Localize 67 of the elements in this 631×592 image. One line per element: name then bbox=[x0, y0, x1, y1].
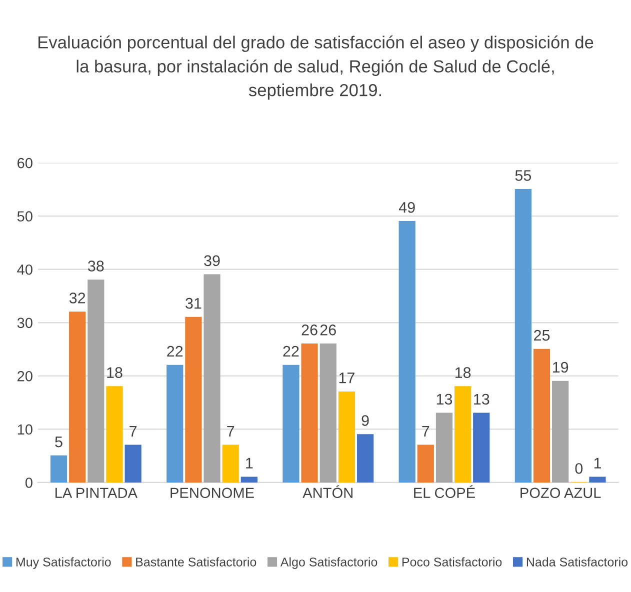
x-tick-label: ANTÓN bbox=[302, 485, 352, 498]
x-tick-label: LA PINTADA bbox=[56, 488, 138, 498]
data-label: 0 bbox=[575, 463, 583, 474]
bar bbox=[454, 386, 472, 482]
bar bbox=[50, 455, 68, 482]
data-label: 49 bbox=[398, 202, 415, 213]
y-tick-label: 0 bbox=[25, 478, 32, 488]
bar bbox=[301, 344, 318, 482]
bar bbox=[240, 476, 258, 482]
data-label: 26 bbox=[302, 324, 318, 336]
data-label: 1 bbox=[246, 458, 253, 468]
data-label: 39 bbox=[204, 255, 220, 266]
bar bbox=[204, 274, 220, 482]
bar bbox=[338, 391, 356, 482]
chart-title: Evaluación porcentual del grado de satisfacción el aseo y disposición de la basura, por instalación de salud, Región de Salud de Coclé, septiembre 2019. bbox=[38, 36, 594, 100]
data-label: 18 bbox=[107, 367, 122, 378]
data-label: 13 bbox=[436, 394, 452, 405]
bar bbox=[552, 380, 569, 482]
y-tick-label: 20 bbox=[18, 371, 32, 382]
bar bbox=[473, 412, 490, 482]
data-label: 31 bbox=[186, 298, 202, 309]
legend-label: Bastante Satisfactorio bbox=[136, 557, 256, 566]
bar bbox=[320, 344, 336, 482]
data-label: 1 bbox=[594, 458, 601, 468]
data-label: 7 bbox=[130, 426, 137, 436]
bar bbox=[124, 444, 142, 482]
bar bbox=[514, 189, 532, 482]
bar bbox=[356, 434, 374, 482]
legend-label: Muy Satisfactorio bbox=[16, 557, 111, 569]
data-label: 25 bbox=[534, 330, 550, 341]
data-label: 26 bbox=[320, 324, 336, 336]
data-label: 19 bbox=[552, 362, 568, 373]
data-label: 32 bbox=[69, 292, 86, 304]
data-label: 22 bbox=[167, 346, 183, 357]
legend-label: Poco Satisfactorio bbox=[402, 557, 502, 566]
y-tick-label: 40 bbox=[17, 264, 32, 275]
data-label: 55 bbox=[515, 170, 532, 181]
data-label: 5 bbox=[55, 436, 62, 448]
data-label: 38 bbox=[88, 260, 104, 272]
data-label: 22 bbox=[283, 346, 299, 357]
legend-label: Nada Satisfactorio bbox=[526, 557, 628, 566]
y-tick-label: 50 bbox=[17, 211, 32, 222]
bar bbox=[88, 280, 104, 482]
bar bbox=[436, 412, 453, 482]
x-tick-label: EL COPÉ bbox=[414, 485, 475, 498]
data-label: 13 bbox=[474, 394, 490, 405]
x-tick-label: PENONOME bbox=[170, 488, 254, 498]
data-label: 9 bbox=[362, 415, 369, 426]
bar bbox=[398, 220, 416, 482]
y-tick-label: 60 bbox=[18, 158, 32, 168]
data-label: 7 bbox=[227, 426, 234, 436]
y-tick-label: 10 bbox=[18, 424, 32, 435]
x-tick-label: POZO AZUL bbox=[520, 488, 601, 498]
bar bbox=[417, 444, 434, 482]
y-tick-label: 30 bbox=[17, 318, 32, 328]
data-label: 7 bbox=[422, 426, 430, 436]
bar bbox=[69, 312, 86, 482]
bar bbox=[106, 386, 123, 482]
legend-label: Algo Satisfactorio bbox=[280, 557, 378, 569]
bar bbox=[533, 348, 550, 482]
bar bbox=[166, 364, 184, 482]
data-label: 18 bbox=[455, 367, 471, 378]
bar bbox=[589, 476, 606, 482]
bar bbox=[222, 444, 239, 482]
bar bbox=[185, 316, 202, 482]
bar bbox=[282, 364, 300, 482]
data-label: 17 bbox=[339, 372, 354, 384]
